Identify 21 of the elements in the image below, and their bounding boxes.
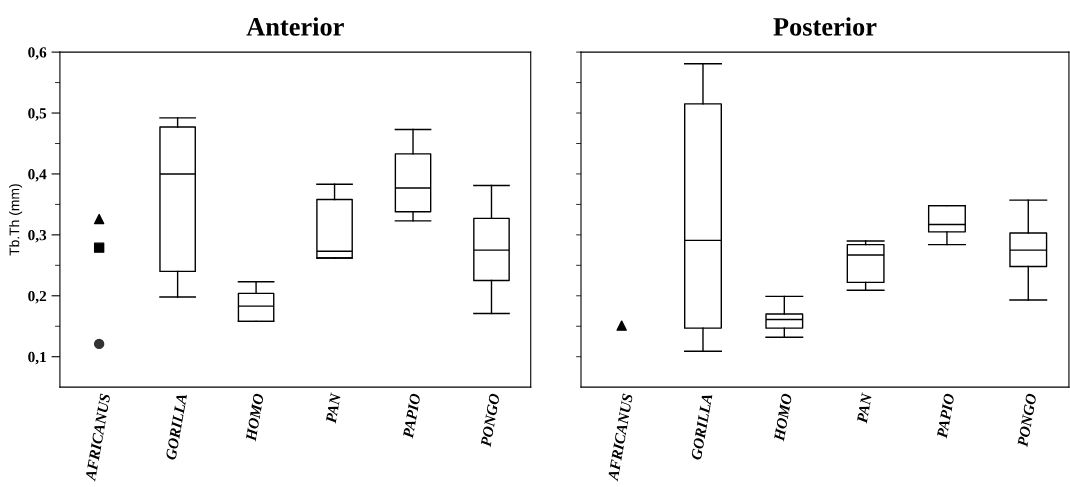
y-tick-label: 0,1 xyxy=(28,351,46,365)
x-tick-label: PAN xyxy=(856,392,872,424)
y-tick-label: 0,6 xyxy=(28,47,47,60)
y-tick-label: 0,2 xyxy=(28,290,47,304)
y-tick-label: 0,4 xyxy=(28,169,47,182)
x-tick-label: PONGO xyxy=(480,393,500,448)
x-tick-label: HOMO xyxy=(245,393,264,442)
x-tick-label: AFRICANUS xyxy=(85,393,111,482)
x-tick-label: HOMO xyxy=(773,393,793,442)
chart-title: Posterior xyxy=(773,17,877,36)
chart-title: Anterior xyxy=(246,17,344,36)
y-axis-title: Tb.Th (mm) xyxy=(9,184,23,256)
x-tick-label: GORILLA xyxy=(690,393,713,461)
y-tick-label: 0,5 xyxy=(28,108,47,121)
x-tick-label: PAPIO xyxy=(936,393,955,439)
x-tick-label: PAPIO xyxy=(402,393,421,439)
x-tick-label: PAN xyxy=(325,392,341,424)
x-tick-label: AFRICANUS xyxy=(607,393,633,482)
x-tick-label: PONGO xyxy=(1017,393,1037,448)
x-tick-label: GORILLA xyxy=(165,393,188,461)
y-tick-label: 0,3 xyxy=(28,230,47,243)
